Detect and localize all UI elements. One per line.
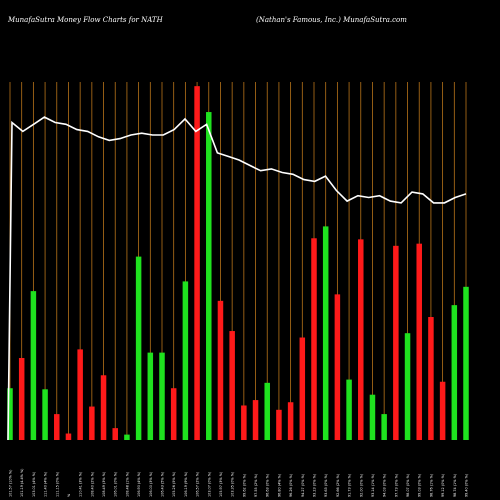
x-tick-label: 96.80 (4% %) (277, 473, 281, 497)
x-tick-label: 106.01 (0% %) (114, 471, 118, 497)
bar-30 (358, 239, 364, 440)
x-tick-label: 101.19 (4.4% %) (20, 468, 24, 497)
x-tick-label: 106.90 (4% %) (137, 471, 141, 497)
bar-27 (322, 226, 329, 440)
x-tick-label: 106.57 (2% %) (196, 471, 200, 497)
bar-4 (54, 414, 60, 440)
x-tick-label: 99.12 (0% %) (441, 473, 445, 497)
x-tick-label: % (67, 493, 71, 497)
bar-0 (7, 388, 13, 440)
x-tick-label: 97.73 (0% %) (394, 473, 398, 497)
bar-9 (112, 428, 118, 440)
x-tick-label: 105.97 (3% %) (219, 471, 223, 497)
bar-35 (416, 243, 422, 440)
x-tick-label: 101.57 (10% %) (9, 469, 13, 497)
bar-3 (42, 389, 48, 440)
bar-12 (147, 352, 154, 440)
x-tick-label: 98.76 (1% %) (429, 473, 433, 497)
bar-6 (77, 349, 83, 440)
x-tick-label: 93.23 (0% %) (313, 473, 317, 497)
x-tick-label: 94.27 (0% %) (301, 473, 305, 497)
chart-subtitle: (Nathan's Famous, Inc.) MunafaSutra.com (256, 16, 407, 24)
bar-26 (311, 238, 317, 440)
bar-8 (100, 375, 107, 440)
x-tick-label: 96.63 (0% %) (266, 473, 270, 497)
bar-34 (404, 333, 411, 440)
x-tick-label: 110.41 (3% %) (79, 471, 83, 497)
bar-17 (206, 112, 212, 440)
x-tick-label: 97.55 (2% %) (254, 473, 258, 497)
x-tick-label: 93.63 (0% %) (324, 473, 328, 497)
x-tick-label: 99.62 (0% %) (242, 473, 246, 497)
bar-14 (170, 388, 177, 440)
x-tick-label: 103.35 (0% %) (231, 471, 235, 497)
bar-22 (264, 382, 270, 440)
x-tick-label: 103.07 (0% %) (207, 471, 211, 497)
x-tick-label: 99.03 (0% %) (418, 473, 422, 497)
x-tick-label: 96.26 (0% %) (289, 473, 293, 497)
bar-10 (124, 434, 130, 440)
bar-13 (159, 352, 165, 440)
bar-37 (439, 381, 446, 440)
x-tick-label: 99.40 (0% %) (465, 473, 469, 497)
x-tick-label: 98.07 (0% %) (406, 473, 410, 497)
x-tick-label: 98.74 (1% %) (453, 473, 457, 497)
bar-21 (252, 400, 259, 440)
bar-39 (463, 286, 469, 440)
bar-7 (89, 406, 95, 440)
bar-33 (393, 245, 399, 440)
bar-29 (346, 379, 352, 440)
bar-38 (451, 305, 458, 440)
x-tick-label: 92.66 (2% %) (336, 473, 340, 497)
x-tick-label: 92.00 (0% %) (359, 473, 363, 497)
chart-title: MunafaSutra Money Flow Charts for NATH (8, 16, 163, 24)
bar-25 (299, 337, 306, 440)
x-tick-label: 103.01 (4% %) (32, 471, 36, 497)
x-tick-label: 94.03 (0% %) (383, 473, 387, 497)
bar-23 (276, 409, 282, 440)
bar-16 (194, 86, 200, 440)
bar-2 (30, 291, 37, 440)
bar-36 (428, 317, 434, 440)
x-tick-label: 91.73 (0% %) (348, 473, 352, 497)
x-tick-label: 108.48 (1% %) (125, 471, 129, 497)
price-line (7, 116, 467, 441)
x-tick-label: 93.14 (1% %) (371, 473, 375, 497)
x-tick-label: 108.40 (2% %) (90, 471, 94, 497)
x-tick-label: 108.49 (3% %) (102, 471, 106, 497)
bar-11 (135, 256, 142, 440)
bar-31 (369, 394, 376, 440)
bar-32 (381, 414, 387, 440)
x-tick-label: 111.40 (4% %) (44, 471, 48, 497)
bar-1 (18, 358, 25, 440)
x-tick-label: 106.43 (5% %) (161, 471, 165, 497)
bar-19 (229, 331, 235, 440)
bar-5 (65, 433, 72, 440)
bar-18 (217, 300, 224, 440)
bar-24 (287, 402, 294, 440)
x-tick-label: 111.15 (0% %) (55, 471, 59, 497)
x-tick-label: 105.26 (5% %) (172, 471, 176, 497)
bar-15 (182, 281, 189, 440)
bar-20 (241, 405, 247, 440)
bar-28 (334, 294, 341, 440)
x-tick-label: 106.19 (9% %) (184, 471, 188, 497)
x-tick-label: 106.00 (3% %) (149, 471, 153, 497)
